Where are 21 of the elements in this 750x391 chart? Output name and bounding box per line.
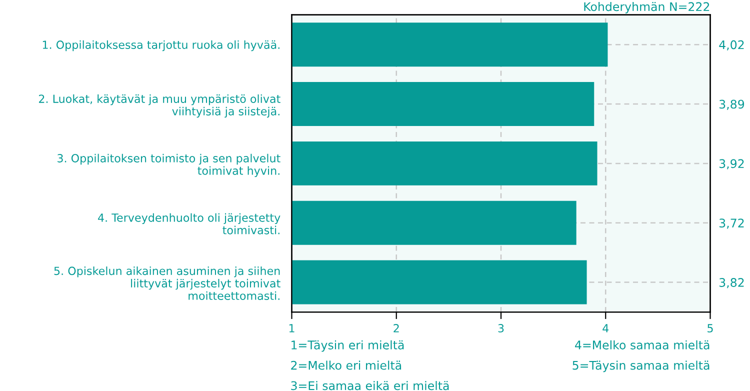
text: 5=Täysin samaa mieltä <box>572 360 710 372</box>
data-label: 3,72 <box>719 218 744 229</box>
data-label: 4,02 <box>719 40 744 50</box>
x-tick-label: 1 <box>289 324 294 332</box>
text: 2=Melko eri mieltä <box>291 360 402 370</box>
text: 4=Melko samaa mieltä <box>575 340 710 350</box>
y-tick-label: 5. Opiskelun aikainen asuminen ja siihen liittyvät järjestelyt toimivat moitteettomasti. <box>54 266 280 300</box>
x-tick-label: 3 <box>498 324 504 332</box>
data-label: 3,92 <box>719 159 744 170</box>
data-label: 3,82 <box>719 278 744 288</box>
x-tick-label: 5 <box>708 324 713 332</box>
text: 1=Täysin eri mieltä <box>292 340 404 352</box>
y-tick-label: 1. Oppilaitoksessa tarjottu ruoka oli hyvää. <box>42 40 280 52</box>
y-tick-label: 2. Luokat, käytävät ja muu ympäristö olivat viihtyisiä ja siistejä. <box>38 94 280 118</box>
chart-subtitle: Kohderyhmän N=222 <box>584 2 710 14</box>
y-tick-label: 4. Terveydenhuolto oli järjestetty toimivasti. <box>98 213 280 234</box>
data-label: 3,89 <box>719 100 744 110</box>
x-tick-label: 4 <box>602 324 609 332</box>
text: 3=Ei samaa eikä eri mieltä <box>291 380 449 390</box>
x-tick-label: 2 <box>394 324 399 332</box>
y-tick-label: 3. Oppilaitoksen toimisto ja sen palvelut toimivat hyvin. <box>58 154 280 178</box>
